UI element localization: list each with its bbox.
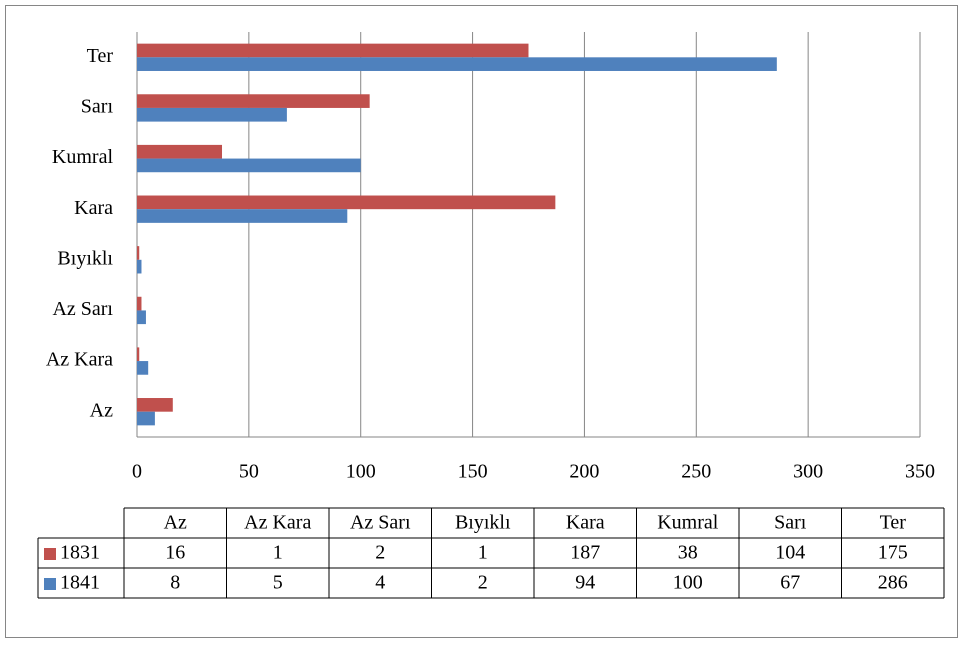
table-cell: 187 bbox=[570, 542, 600, 564]
y-tick-label: Az Kara bbox=[46, 349, 113, 371]
y-tick-label: Ter bbox=[87, 45, 114, 67]
table-cell: 16 bbox=[165, 542, 185, 564]
table-cell: 4 bbox=[375, 572, 385, 594]
legend-label: 1831 bbox=[60, 542, 100, 564]
table-cell: 1 bbox=[478, 542, 488, 564]
bar bbox=[137, 347, 140, 362]
x-tick-label: 350 bbox=[905, 461, 935, 483]
y-tick-label: Sarı bbox=[81, 96, 114, 118]
y-tick-label: Kara bbox=[74, 197, 113, 219]
x-tick-label: 50 bbox=[239, 461, 259, 483]
y-tick-label: Az bbox=[90, 399, 113, 421]
legend-swatch bbox=[44, 548, 56, 560]
x-tick-label: 300 bbox=[793, 461, 823, 483]
y-tick-label: Az Sarı bbox=[52, 298, 113, 320]
table-header: Az Kara bbox=[244, 512, 311, 534]
table-cell: 8 bbox=[170, 572, 180, 594]
x-tick-label: 0 bbox=[132, 461, 142, 483]
bar bbox=[137, 246, 140, 260]
bar bbox=[137, 57, 777, 71]
table-cell: 5 bbox=[273, 572, 283, 594]
table-cell: 2 bbox=[375, 542, 385, 564]
legend-label: 1841 bbox=[60, 572, 100, 594]
x-tick-label: 150 bbox=[458, 461, 488, 483]
bar bbox=[137, 107, 287, 122]
bar bbox=[137, 296, 142, 311]
table-header: Kumral bbox=[657, 512, 719, 534]
legend-swatch bbox=[44, 578, 56, 590]
bar bbox=[137, 43, 529, 58]
bar bbox=[137, 310, 146, 325]
table-cell: 286 bbox=[878, 572, 908, 594]
table-cell: 67 bbox=[780, 572, 800, 594]
y-tick-label: Kumral bbox=[52, 146, 114, 168]
table-header: Bıyıklı bbox=[455, 512, 511, 534]
x-tick-label: 100 bbox=[346, 461, 376, 483]
table-cell: 1 bbox=[273, 542, 283, 564]
bar bbox=[137, 94, 370, 108]
x-tick-label: 200 bbox=[569, 461, 599, 483]
table-cell: 94 bbox=[575, 572, 595, 594]
table-cell: 2 bbox=[478, 572, 488, 594]
bar bbox=[137, 158, 361, 173]
table-cell: 100 bbox=[673, 572, 703, 594]
bar bbox=[137, 144, 223, 159]
bar bbox=[137, 195, 556, 210]
table-header: Ter bbox=[880, 512, 907, 534]
table-cell: 38 bbox=[678, 542, 698, 564]
bar bbox=[137, 398, 173, 412]
bar bbox=[137, 411, 155, 426]
x-tick-label: 250 bbox=[681, 461, 711, 483]
table-header: Az Sarı bbox=[350, 512, 411, 534]
bar bbox=[137, 209, 348, 223]
bar bbox=[137, 259, 142, 274]
y-tick-label: Bıyıklı bbox=[57, 247, 113, 269]
table-cell: 175 bbox=[878, 542, 908, 564]
table-header: Az bbox=[164, 512, 187, 534]
bar bbox=[137, 361, 149, 375]
table-cell: 104 bbox=[775, 542, 805, 564]
table-header: Sarı bbox=[774, 512, 807, 534]
table-header: Kara bbox=[566, 512, 605, 534]
